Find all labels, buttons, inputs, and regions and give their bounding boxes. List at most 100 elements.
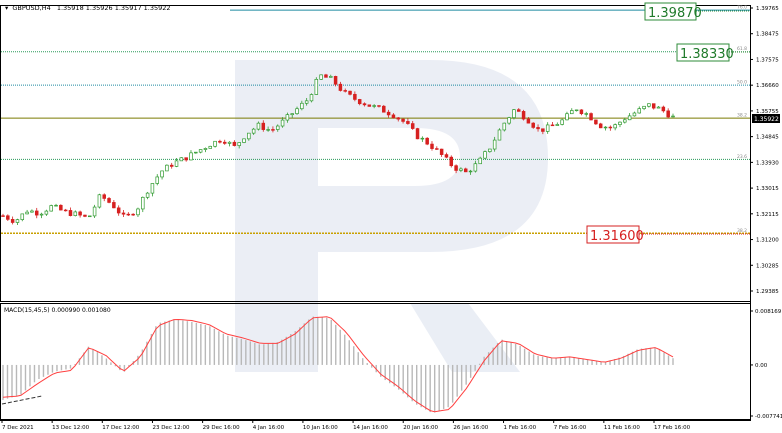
candle-body <box>338 83 343 91</box>
candle-body <box>570 110 574 115</box>
price-tick-label: 1.39765 <box>756 6 779 12</box>
candle-body <box>603 126 608 129</box>
time-tick-label: 11 Feb 16:00 <box>604 425 641 431</box>
candle-body <box>285 114 290 121</box>
time-tick-label: 17 Feb 16:00 <box>654 425 691 431</box>
candle-body <box>671 115 675 118</box>
candle-body <box>189 152 193 161</box>
candle-body <box>30 210 34 213</box>
candle-body <box>78 211 82 216</box>
time-tick-label: 10 Jan 16:00 <box>303 425 338 431</box>
price-tick-label: 1.35755 <box>756 109 779 115</box>
candle-body <box>468 170 473 173</box>
candle-body <box>218 140 222 143</box>
candle-body <box>406 121 410 124</box>
candle-body <box>160 170 164 178</box>
price-tick-label: 1.33930 <box>756 160 779 166</box>
candle-body <box>526 118 531 124</box>
candle-body <box>459 168 463 171</box>
candle-body <box>25 211 29 215</box>
candle-body <box>309 94 314 102</box>
candle-body <box>420 137 425 140</box>
candle-body <box>251 128 256 134</box>
price-tick-label: 1.37575 <box>756 57 779 63</box>
time-tick-label: 29 Dec 16:00 <box>203 425 240 431</box>
candle-body <box>589 113 593 121</box>
time-tick-label: 4 Jan 16:00 <box>253 425 285 431</box>
candle-body <box>300 102 304 110</box>
candle-body <box>353 93 357 100</box>
annotation-box-1 <box>644 2 697 21</box>
candle-body <box>521 111 526 120</box>
time-scale: 7 Dec 2021 13 Dec 12:00 17 Dec 12:00 23 Dec… <box>1 420 691 431</box>
candle-body <box>531 122 535 128</box>
annotation-1: 1.39870 <box>648 6 702 21</box>
candle-body <box>348 90 352 95</box>
time-tick-label: 23 Dec 12:00 <box>152 425 189 431</box>
candle-body <box>112 202 116 209</box>
candle-body <box>102 194 106 199</box>
candle-body <box>473 163 478 172</box>
macd-label: MACD(15,45,5) 0.000990 0.001080 <box>4 307 111 314</box>
candle-body <box>425 137 429 145</box>
current-price-label: 1.35922 <box>754 116 779 123</box>
candle-body <box>275 125 280 130</box>
candle-body <box>647 103 651 107</box>
header-ohlc: 1.35918 1.35926 1.35917 1.35922 <box>57 4 171 12</box>
macd-scale-label: 0.008169 <box>755 309 782 315</box>
fib-level-label: 38.2 <box>737 113 747 119</box>
price-tick-label: 1.32115 <box>756 212 779 218</box>
candle-body <box>184 157 188 161</box>
candle-body <box>92 206 97 217</box>
candle-body <box>116 207 121 214</box>
candle-body <box>483 151 487 159</box>
price-tick-label: 1.31200 <box>756 238 779 244</box>
candle-body <box>632 112 637 117</box>
candle-body <box>488 148 492 152</box>
time-tick-label: 26 Jan 16:00 <box>453 425 488 431</box>
annotation-box-3 <box>586 225 640 244</box>
candle-body <box>382 105 386 113</box>
price-tick-label: 1.36660 <box>756 83 779 89</box>
candle-body <box>237 142 241 146</box>
candle-body <box>141 196 145 210</box>
header-arrow-icon: ▾ <box>5 4 9 12</box>
price-tick-label: 1.30285 <box>756 263 779 269</box>
fibonacci-levels: 76.0 61.8 50.0 38.2 23.6 38.2 <box>1 5 750 235</box>
candle-body <box>198 149 203 153</box>
candle-body <box>73 211 78 216</box>
candle-body <box>169 164 174 167</box>
candle-body <box>319 74 323 80</box>
candle-body <box>613 124 617 129</box>
candle-body <box>304 100 309 104</box>
fib-level-label: 50.0 <box>737 80 747 86</box>
candle-body <box>83 214 87 217</box>
candle-body <box>396 117 401 120</box>
candle-body <box>213 140 217 147</box>
candle-body <box>44 210 49 215</box>
watermark-logo <box>235 60 548 372</box>
candle-body <box>386 111 391 116</box>
candle-body <box>232 141 237 146</box>
candle-body <box>222 141 227 144</box>
annotation-2: 1.38330 <box>680 47 734 62</box>
candle-body <box>39 213 44 216</box>
candle-body <box>415 128 420 140</box>
candle-body <box>512 109 516 118</box>
candle-body <box>242 138 246 143</box>
macd-series: 0.008169 0.00 -0.007741 <box>2 309 782 420</box>
candle-body <box>651 103 656 109</box>
time-tick-label: 14 Jan 16:00 <box>353 425 388 431</box>
candle-body <box>362 103 367 106</box>
candle-body <box>97 194 102 208</box>
macd-scale-label: 0.00 <box>755 363 768 369</box>
candle-body <box>10 219 15 223</box>
candle-body <box>598 123 603 129</box>
candle-body <box>266 129 270 131</box>
candle-body <box>49 205 53 212</box>
candle-body <box>372 105 376 107</box>
candle-body <box>126 213 131 216</box>
candle-body <box>324 74 328 78</box>
candle-body <box>661 106 666 112</box>
